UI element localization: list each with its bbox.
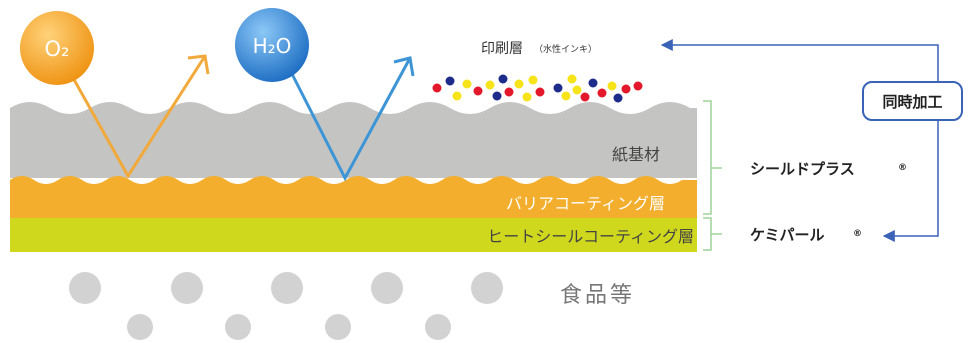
food-particle bbox=[471, 272, 503, 304]
oxygen-reflection-arrow bbox=[70, 55, 207, 179]
water-arrowhead bbox=[393, 56, 415, 77]
food-particle bbox=[225, 314, 251, 340]
ink-dot bbox=[597, 88, 607, 98]
ink-dot bbox=[580, 92, 590, 102]
oxygen-molecule bbox=[20, 11, 94, 85]
ink-dot bbox=[613, 93, 623, 103]
chemipearl-bracket bbox=[703, 217, 712, 251]
shieldplus-bracket bbox=[703, 100, 712, 215]
shieldplus-label: シールドプラス bbox=[750, 160, 855, 178]
food-particle bbox=[371, 272, 403, 304]
process-link-to-print-layer bbox=[660, 39, 939, 81]
ink-dot bbox=[485, 80, 495, 90]
ink-dot bbox=[561, 91, 571, 101]
ink-dot bbox=[572, 85, 582, 95]
food-particle bbox=[69, 272, 101, 304]
oxygen-arrowhead bbox=[187, 54, 210, 75]
heat-seal-coating-layer bbox=[10, 218, 697, 252]
food-particle bbox=[271, 272, 303, 304]
food-particle bbox=[127, 314, 153, 340]
ink-dot bbox=[607, 81, 617, 91]
ink-dot bbox=[452, 91, 462, 101]
ink-dot bbox=[445, 76, 455, 86]
ink-dot bbox=[621, 84, 631, 94]
ink-dot bbox=[633, 81, 643, 91]
print-layer-label: 印刷層 bbox=[481, 41, 523, 57]
ink-dot bbox=[522, 92, 532, 102]
ink-dot bbox=[498, 74, 508, 84]
ink-dot bbox=[432, 83, 442, 93]
ink-dots bbox=[432, 74, 643, 103]
simultaneous-processing-badge: 同時加工 bbox=[862, 81, 963, 121]
food-particle bbox=[171, 272, 203, 304]
simultaneous-processing-label: 同時加工 bbox=[882, 92, 943, 111]
barrier-coating-layer bbox=[10, 176, 697, 218]
barrier-layer-label: バリアコーティング層 bbox=[506, 194, 665, 213]
paper-layer-label: 紙基材 bbox=[612, 145, 660, 164]
ink-dot bbox=[514, 79, 524, 89]
food-particle bbox=[325, 314, 351, 340]
food-label: 食品等 bbox=[560, 283, 635, 308]
shieldplus-registered-mark: ® bbox=[898, 163, 907, 173]
ink-dot bbox=[535, 87, 545, 97]
water-molecule bbox=[235, 8, 309, 82]
water-molecule-label: H₂O bbox=[253, 34, 292, 58]
ink-dot bbox=[553, 83, 563, 93]
heatseal-layer-label: ヒートシールコーティング層 bbox=[487, 227, 694, 246]
ink-dot bbox=[473, 86, 483, 96]
print-layer-note: （水性インキ） bbox=[534, 43, 597, 55]
ink-dot bbox=[567, 74, 577, 84]
process-link-to-chemipearl bbox=[882, 121, 939, 242]
ink-dot bbox=[588, 78, 598, 88]
water-reflection-arrow bbox=[288, 57, 412, 182]
chemipearl-registered-mark: ® bbox=[853, 229, 862, 239]
food-particle bbox=[425, 314, 451, 340]
chemipearl-label: ケミパール bbox=[750, 226, 825, 244]
paper-substrate-layer bbox=[10, 102, 697, 178]
ink-dot bbox=[504, 87, 514, 97]
oxygen-molecule-label: O₂ bbox=[45, 37, 70, 61]
food-particles bbox=[69, 272, 503, 340]
ink-dot bbox=[462, 79, 472, 89]
ink-dot bbox=[528, 75, 538, 85]
ink-dot bbox=[492, 91, 502, 101]
